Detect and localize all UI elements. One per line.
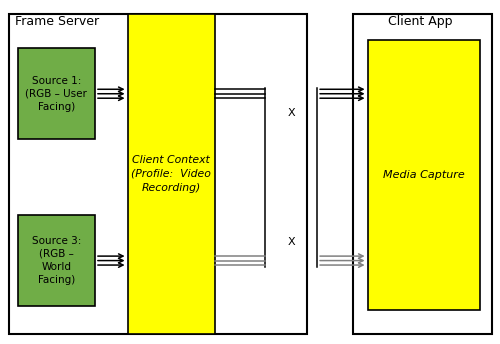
FancyBboxPatch shape bbox=[352, 14, 492, 334]
Text: Frame Server: Frame Server bbox=[15, 15, 99, 29]
Text: Client Context
(Profile:  Video
Recording): Client Context (Profile: Video Recording… bbox=[132, 155, 211, 193]
FancyBboxPatch shape bbox=[9, 14, 306, 334]
FancyBboxPatch shape bbox=[18, 215, 95, 306]
Text: X: X bbox=[288, 237, 295, 247]
Text: Source 3:
(RGB –
World
Facing): Source 3: (RGB – World Facing) bbox=[32, 236, 81, 286]
Text: Source 1:
(RGB – User
Facing): Source 1: (RGB – User Facing) bbox=[26, 76, 87, 112]
Text: X: X bbox=[288, 108, 295, 118]
Text: Client App: Client App bbox=[388, 15, 452, 29]
FancyBboxPatch shape bbox=[368, 40, 480, 310]
FancyBboxPatch shape bbox=[18, 48, 95, 139]
Text: Media Capture: Media Capture bbox=[383, 170, 464, 180]
FancyBboxPatch shape bbox=[128, 14, 215, 334]
